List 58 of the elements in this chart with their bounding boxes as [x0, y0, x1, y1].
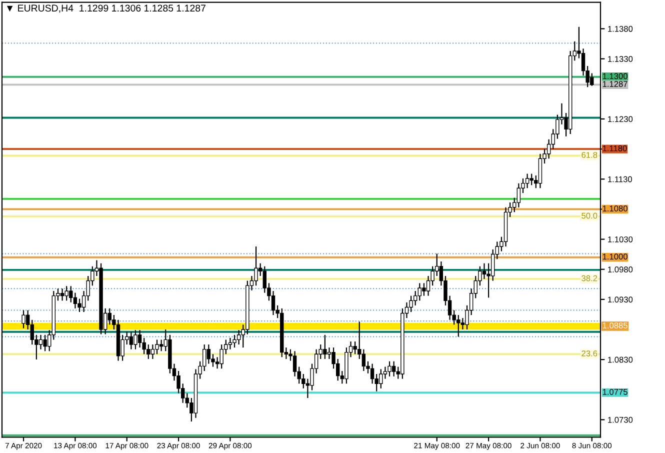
candlestick: [362, 348, 366, 372]
candlestick: [262, 266, 267, 294]
annotation: 50.0: [582, 212, 598, 219]
candlestick: [353, 340, 357, 355]
candlestick: [413, 290, 418, 306]
candlestick: [254, 246, 258, 286]
candlestick: [426, 275, 430, 296]
y-tick-label: 1.0730: [608, 416, 633, 423]
chart-title: ▼ EURUSD,H4 1.1299 1.1306 1.1285 1.1287: [6, 4, 206, 13]
candlestick: [22, 310, 26, 329]
candlestick: [134, 330, 138, 350]
y-tick-label: 1.1330: [608, 56, 633, 62]
candlestick: [327, 346, 332, 360]
candlestick: [206, 344, 211, 364]
candlestick: [236, 330, 241, 346]
annotation: 38.2: [582, 275, 598, 282]
candlestick: [78, 298, 82, 313]
ref-line-label: 1.1080: [602, 206, 628, 212]
candlestick: [38, 334, 43, 350]
y-tick-label: 1.1130: [608, 176, 632, 182]
ref-line-label: 1.1287: [602, 81, 628, 87]
candlestick: [73, 292, 78, 309]
candlestick: [129, 331, 134, 350]
ref-line-label: 1.1300: [602, 73, 628, 80]
candlestick: [60, 288, 64, 302]
y-tick-label: 1.1030: [608, 236, 633, 242]
candlestick: [232, 334, 236, 348]
ref-line-label: 1.0775: [602, 388, 628, 395]
candlestick: [482, 262, 486, 280]
candlestick: [159, 339, 164, 352]
candlestick: [220, 344, 224, 370]
candlestick: [271, 290, 276, 316]
y-tick-label: 1.0980: [608, 266, 633, 272]
ref-line-label: 1.1000: [602, 254, 628, 260]
candlestick: [525, 173, 530, 189]
candlestick: [292, 350, 297, 377]
ref-line-label: 1.1180: [602, 145, 627, 152]
candlestick: [64, 286, 68, 302]
candlestick: [43, 334, 47, 352]
candlestick: [388, 360, 392, 377]
band-label: 1.0885: [602, 322, 628, 328]
candlestick: [138, 330, 142, 348]
candlestick: [490, 248, 495, 282]
y-tick-label: 1.0830: [608, 356, 633, 363]
candlestick: [418, 282, 422, 302]
candlestick: [370, 363, 374, 384]
candlestick: [150, 344, 155, 360]
candlestick: [323, 334, 327, 360]
candlestick: [228, 337, 232, 350]
candlestick: [516, 182, 521, 208]
candlestick: [155, 339, 159, 355]
annotation: 23.6: [582, 350, 598, 356]
candlestick: [422, 282, 426, 296]
y-tick-label: 1.1380: [608, 26, 633, 32]
y-tick-label: 1.1230: [608, 116, 633, 122]
y-tick-label: 1.0930: [608, 296, 633, 303]
candlestick: [392, 360, 396, 377]
annotation: 61.8: [582, 152, 598, 158]
